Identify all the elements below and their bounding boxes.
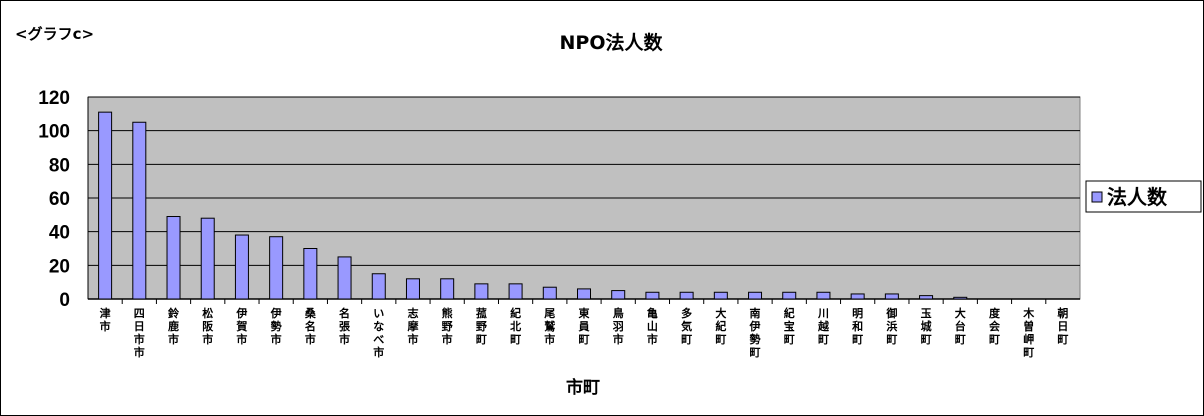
x-tick-label: 伊勢市 bbox=[270, 306, 282, 346]
bar bbox=[98, 111, 113, 300]
y-tick-label: 20 bbox=[49, 256, 70, 277]
x-tick-label: 川越町 bbox=[817, 307, 830, 346]
y-tick-label: 60 bbox=[49, 189, 70, 210]
x-tick-label: 南伊勢町 bbox=[749, 306, 761, 359]
bar bbox=[884, 293, 899, 300]
x-tick-label: 鳥羽市 bbox=[613, 306, 624, 346]
bar bbox=[748, 291, 763, 300]
bar bbox=[303, 248, 318, 300]
bar bbox=[816, 291, 831, 300]
x-tick-label: 紀宝町 bbox=[784, 306, 795, 346]
bar bbox=[132, 121, 147, 300]
legend: 法人数 bbox=[1085, 180, 1202, 213]
bar bbox=[508, 283, 523, 300]
bar bbox=[371, 273, 386, 300]
y-tick-label: 100 bbox=[38, 122, 70, 143]
y-tick-label: 80 bbox=[49, 155, 70, 176]
bar bbox=[440, 278, 455, 300]
bar bbox=[166, 216, 181, 300]
y-tick-label: 40 bbox=[49, 223, 70, 244]
bar bbox=[679, 291, 694, 300]
y-tick-label: 120 bbox=[38, 88, 70, 109]
x-tick-label: 伊賀市 bbox=[235, 306, 247, 346]
bar bbox=[405, 278, 420, 300]
bar bbox=[542, 286, 557, 300]
x-axis-title: 市町 bbox=[566, 377, 600, 398]
legend-label: 法人数 bbox=[1107, 185, 1168, 209]
x-tick-label: 名張市 bbox=[339, 306, 351, 346]
x-tick-label: 御浜町 bbox=[885, 306, 897, 346]
x-tick-label: 多気町 bbox=[681, 306, 692, 346]
legend-swatch bbox=[1091, 191, 1103, 203]
x-tick-label: 朝日町 bbox=[1057, 306, 1068, 346]
legend-box bbox=[1085, 180, 1202, 213]
x-tick-label: 桑名市 bbox=[304, 307, 317, 346]
x-tick-label: 志摩市 bbox=[407, 306, 419, 346]
chart-title: NPO法人数 bbox=[560, 31, 664, 54]
x-tick-label: 大紀町 bbox=[715, 306, 726, 346]
x-tick-label: 津市 bbox=[100, 306, 111, 333]
bar bbox=[645, 291, 660, 300]
x-tick-label: 度会町 bbox=[989, 306, 1001, 346]
bar bbox=[782, 291, 797, 300]
bar bbox=[577, 288, 591, 300]
bar bbox=[919, 295, 934, 300]
bar bbox=[337, 256, 352, 300]
y-tick-label: 0 bbox=[59, 290, 70, 311]
x-tick-label: 玉城町 bbox=[921, 307, 932, 346]
x-tick-label: 四日市市 bbox=[134, 307, 145, 359]
x-tick-label: 東員町 bbox=[578, 306, 591, 346]
bar bbox=[611, 290, 626, 300]
x-tick-label: 菰野町 bbox=[476, 306, 487, 346]
graph-tag: <グラフc> bbox=[15, 25, 95, 43]
bar bbox=[850, 293, 865, 300]
bar bbox=[474, 283, 489, 300]
bar bbox=[953, 296, 968, 300]
x-tick-label: 大台町 bbox=[955, 306, 966, 346]
x-tick-label: いなべ市 bbox=[373, 307, 384, 359]
bar bbox=[234, 234, 249, 300]
x-tick-label: 熊野市 bbox=[442, 306, 453, 346]
bar bbox=[200, 217, 215, 300]
bar bbox=[713, 291, 728, 300]
x-tick-label: 明和町 bbox=[852, 307, 863, 346]
plot-area: 0 20 40 60 80 100 120 津市 四日市市 鈴鹿市 松阪市 伊賀市 伊勢市 桑名市 名張市 い… bbox=[38, 88, 1081, 359]
x-tick-label: 松阪市 bbox=[202, 306, 214, 346]
x-tick-label: 紀北町 bbox=[510, 306, 521, 346]
x-tick-label: 鈴鹿市 bbox=[168, 306, 180, 346]
x-tick-label: 亀山市 bbox=[647, 306, 658, 346]
x-tick-label: 尾鷲市 bbox=[543, 307, 555, 346]
bar bbox=[269, 236, 284, 300]
x-tick-label: 木曽岬町 bbox=[1022, 306, 1035, 359]
